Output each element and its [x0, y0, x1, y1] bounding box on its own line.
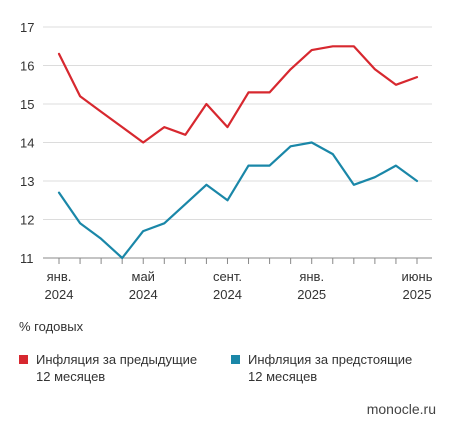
x-tick-label-year: 2024	[213, 287, 242, 302]
x-tick-label-year: 2025	[297, 287, 326, 302]
x-tick-label-year: 2025	[403, 287, 432, 302]
x-tick-label: янв.	[299, 269, 324, 284]
series-line-upcoming	[57, 141, 419, 260]
x-tick-label: янв.	[47, 269, 72, 284]
x-tick-label: май	[132, 269, 155, 284]
legend-label-previous-line1: Инфляция за предыдущие	[36, 352, 198, 367]
y-unit-label: % годовых	[19, 319, 84, 334]
y-tick-label: 17	[20, 20, 34, 35]
x-tick-label: июнь	[402, 269, 433, 284]
x-tick-label-year: 2024	[45, 287, 74, 302]
y-tick-label: 16	[20, 59, 34, 74]
legend-item-upcoming: Инфляция за предстоящие 12 месяцев	[231, 351, 438, 385]
legend-item-previous: Инфляция за предыдущие 12 месяцев	[19, 351, 226, 385]
x-tick-label-year: 2024	[129, 287, 158, 302]
y-tick-label: 13	[20, 174, 34, 189]
legend-label-previous: Инфляция за предыдущие 12 месяцев	[36, 351, 226, 385]
legend-label-upcoming: Инфляция за предстоящие 12 месяцев	[248, 351, 438, 385]
y-tick-label: 12	[20, 213, 34, 228]
legend-swatch-blue	[231, 355, 240, 364]
series-line-previous	[57, 45, 419, 144]
source-label: monocle.ru	[366, 401, 436, 417]
legend-label-upcoming-line1: Инфляция за предстоящие	[248, 352, 413, 367]
legend-label-previous-line2: 12 месяцев	[36, 369, 106, 384]
line-chart: 11 12 13 14 15 16 17 янв. 2024 май 2024 сент. 2024 ян…	[20, 20, 433, 302]
legend-label-upcoming-line2: 12 месяцев	[248, 369, 318, 384]
y-tick-label: 11	[20, 251, 34, 266]
x-tick-label: сент.	[213, 269, 242, 284]
legend-swatch-red	[19, 355, 28, 364]
y-tick-label: 14	[20, 136, 34, 151]
y-tick-label: 15	[20, 97, 34, 112]
